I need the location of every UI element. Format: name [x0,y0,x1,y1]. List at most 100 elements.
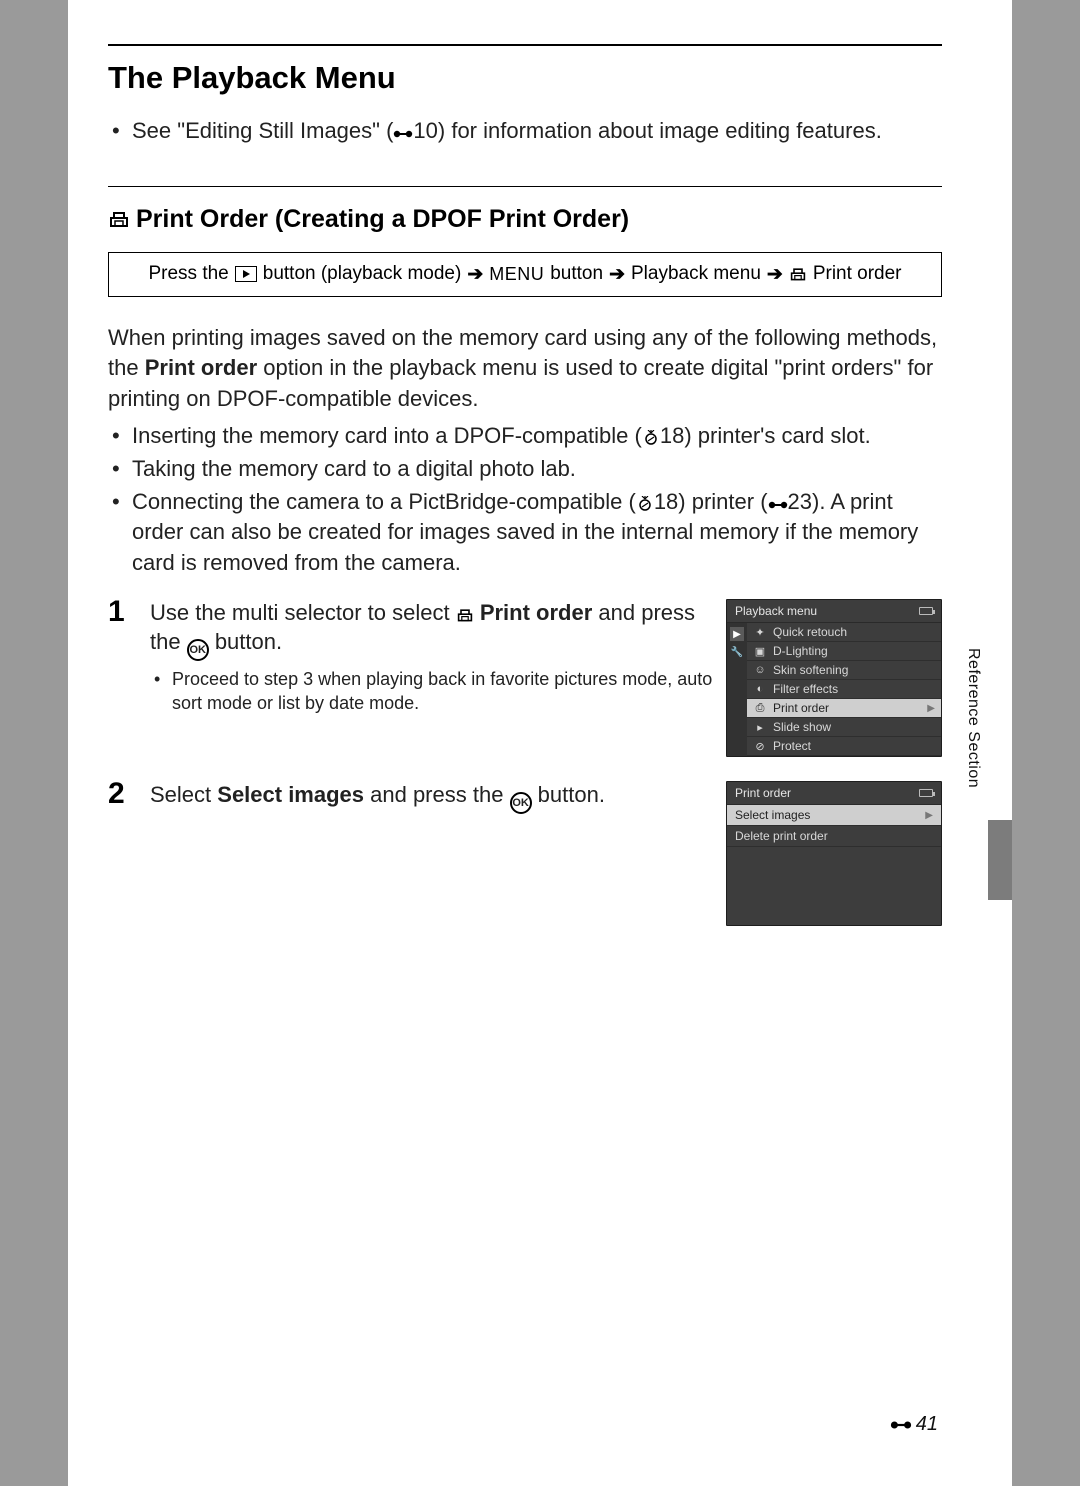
page-title: The Playback Menu [108,60,942,96]
intro-item: See "Editing Still Images" ( 10) for info… [132,116,942,146]
screen-item-icon: ⎙ [753,702,767,715]
ref-icon [768,498,788,512]
playback-icon [235,266,257,282]
section-title: Print Order (Creating a DPOF Print Order… [108,205,942,234]
s2d: button. [532,782,605,807]
ref-icon [393,127,413,141]
bc-b: button (playback mode) [263,263,462,285]
step1-screen: Playback menu ▶ 🔧 ✦ Quick retouch ▣ D-Light… [726,599,942,757]
screen-item: ⎙ Print order ▶ [747,699,941,718]
screen-tabs: ▶ 🔧 [727,623,747,756]
chevron-icon: ▶ [925,810,933,821]
screen-item-label: Quick retouch [773,625,847,639]
screen-item-label: Select images [735,808,810,822]
intro-text-b: ) for information about image editing fe… [438,118,882,143]
side-label: Reference Section [964,648,982,788]
s2c: and press the [364,782,510,807]
screen-item-label: Delete print order [735,829,828,843]
screen2-title-text: Print order [735,786,791,800]
screen-item-icon: ▣ [753,645,767,658]
page-number-text: 41 [916,1413,938,1436]
screen-item-label: Skin softening [773,663,848,677]
screen-item: ▸ Slide show [747,718,941,737]
step-body: Select Select images and press the OK bu… [150,781,714,814]
screen-tab-play: ▶ [730,627,744,641]
arrow-icon: ➔ [467,263,483,286]
screen-item-label: Slide show [773,720,831,734]
screen-item-label: Print order [773,701,829,715]
body-li: Connecting the camera to a PictBridge-co… [132,487,942,579]
life-icon [636,496,654,512]
b1ref: 18 [660,423,684,448]
screen-item-icon: ⊘ [753,740,767,753]
screen-item-icon: ✦ [753,626,767,639]
b3b: ) printer ( [678,489,767,514]
menu-word: MENU [489,264,544,285]
screen-item-icon: ☺ [753,664,767,676]
printorder-icon [456,607,474,623]
intro-ref1: 10 [413,118,437,143]
step-num: 2 [108,779,138,809]
step-num: 1 [108,597,138,627]
section-rule [108,186,942,187]
screen-item-icon: ◐ [753,683,767,695]
s1b: Print order [480,600,592,625]
screen-item: ☺ Skin softening [747,661,941,680]
screen2-items: Select images ▶ Delete print order [727,805,941,847]
ok-button-icon: OK [510,792,532,814]
b3r2: 23 [788,489,812,514]
section-title-text: Print Order (Creating a DPOF Print Order… [136,205,629,234]
s2b: Select images [217,782,364,807]
step1-sub: Proceed to step 3 when playing back in f… [150,667,714,716]
screen2-title: Print order [727,782,941,805]
step2-text: Select Select images and press the OK bu… [150,781,714,814]
screen-tab-setup: 🔧 [730,645,744,659]
body-list: Inserting the memory card into a DPOF-co… [108,421,942,579]
bc-c: button [550,263,603,285]
b1b: ) printer's card slot. [684,423,870,448]
b3r1: 18 [654,489,678,514]
p1b: Print order [145,355,257,380]
bc-e: Print order [813,263,902,285]
arrow-icon: ➔ [767,263,783,286]
side-tab [988,820,1012,900]
page-number: 41 [890,1413,938,1436]
s1d: button. [209,629,282,654]
screen2-body: Select images ▶ Delete print order [727,805,941,925]
screen-item-label: D-Lighting [773,644,828,658]
ref-icon [890,1417,912,1433]
screen-item-icon: ▸ [753,721,767,734]
s1a: Use the multi selector to select [150,600,456,625]
chevron-icon: ▶ [927,703,935,714]
printorder-icon [789,266,807,282]
s2a: Select [150,782,217,807]
screen1-title-text: Playback menu [735,604,817,618]
battery-icon [919,789,933,797]
screen-item: Delete print order [727,826,941,847]
camera-screen-1: Playback menu ▶ 🔧 ✦ Quick retouch ▣ D-Light… [726,599,942,757]
screen-item-label: Filter effects [773,682,838,696]
body-li: Taking the memory card to a digital phot… [132,454,942,485]
arrow-icon: ➔ [609,263,625,286]
body-para: When printing images saved on the memory… [108,323,942,415]
battery-icon [919,607,933,615]
step2-screen: Print order Select images ▶ Delete print o… [726,781,942,926]
body-li: Inserting the memory card into a DPOF-co… [132,421,942,452]
b3a: Connecting the camera to a PictBridge-co… [132,489,636,514]
screen1-title: Playback menu [727,600,941,623]
screen-item: ◐ Filter effects [747,680,941,699]
bc-d: Playback menu [631,263,761,285]
step1-text: Use the multi selector to select Print o… [150,599,714,661]
intro-list: See "Editing Still Images" ( 10) for info… [108,116,942,146]
screen1-items: ✦ Quick retouch ▣ D-Lighting ☺ Skin softening… [747,623,941,756]
camera-screen-2: Print order Select images ▶ Delete print o… [726,781,942,926]
printorder-icon [108,209,130,229]
screen-item: ✦ Quick retouch [747,623,941,642]
screen-item: ⊘ Protect [747,737,941,756]
step1-sub-item: Proceed to step 3 when playing back in f… [172,667,714,716]
screen-item: ▣ D-Lighting [747,642,941,661]
screen-item-label: Protect [773,739,811,753]
ok-button-icon: OK [187,639,209,661]
screen1-body: ▶ 🔧 ✦ Quick retouch ▣ D-Lighting ☺ Skin softe… [727,623,941,756]
intro-text-a: See "Editing Still Images" ( [132,118,393,143]
